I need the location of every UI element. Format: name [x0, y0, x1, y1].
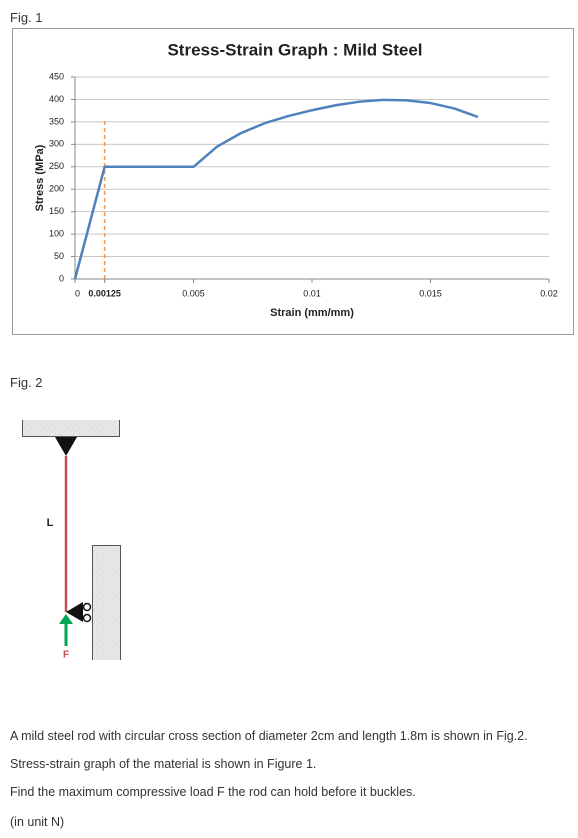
y-tick-label: 100	[49, 228, 64, 238]
y-tick-label: 350	[49, 116, 64, 126]
fixed-support	[22, 420, 120, 437]
roller	[82, 602, 92, 612]
paragraph: Stress-strain graph of the material is s…	[10, 757, 317, 771]
force-arrowhead	[59, 614, 73, 624]
force-label: F	[63, 650, 69, 660]
y-tick-label: 0	[59, 273, 64, 283]
paragraph: Find the maximum compressive load F the …	[10, 785, 416, 799]
figure-label: Fig. 1	[10, 10, 43, 25]
data-line	[73, 98, 479, 280]
paragraph: (in unit N)	[10, 815, 65, 829]
x-axis-label: Strain (mm/mm)	[270, 307, 354, 319]
diagram: L F	[22, 420, 121, 660]
figure-label: Fig. 2	[10, 375, 43, 390]
x-tick-label: 0.015	[419, 288, 442, 298]
y-tick-label: 450	[49, 71, 64, 81]
x-tick-label: 0.01	[303, 288, 321, 298]
x-tick-label: 0.00125	[88, 288, 121, 298]
x-tick-label: 0	[75, 288, 80, 298]
y-tick-label: 50	[54, 251, 64, 261]
y-tick-label: 400	[49, 94, 64, 104]
y-tick-label: 250	[49, 161, 64, 171]
y-tick-label: 150	[49, 206, 64, 216]
x-tick-label: 0.02	[540, 288, 558, 298]
paragraph: A mild steel rod with circular cross sec…	[10, 729, 528, 743]
chart-title: Stress-Strain Graph : Mild Steel	[167, 40, 422, 59]
x-tick-label: 0.005	[182, 288, 205, 298]
y-axis-label: Stress (MPa)	[34, 144, 46, 211]
wall	[92, 545, 121, 660]
roller	[82, 613, 92, 623]
y-tick-label: 300	[49, 139, 64, 149]
length-label: L	[47, 517, 54, 529]
chart: Stress-Strain Graph : Mild Steel Strain …	[12, 28, 574, 335]
roller-support	[66, 602, 83, 622]
pin-support	[55, 437, 77, 456]
chart-frame	[12, 28, 574, 335]
y-tick-label: 200	[49, 184, 64, 194]
